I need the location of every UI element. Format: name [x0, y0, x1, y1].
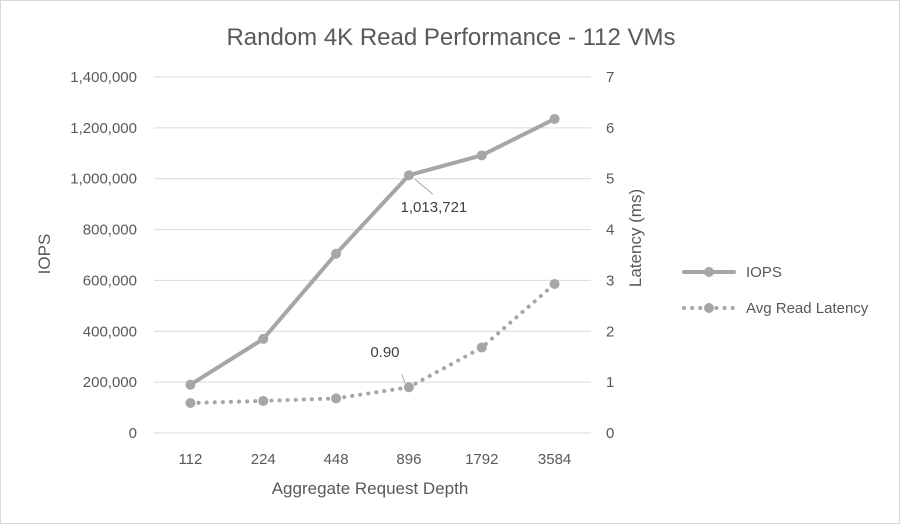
data-point — [403, 170, 414, 181]
y2-tick-label: 0 — [606, 425, 614, 442]
data-point — [331, 248, 342, 259]
y-tick-label: 400,000 — [83, 323, 137, 340]
x-axis-ticks: 112 224 448 896 1792 3584 — [178, 451, 571, 468]
y-tick-label: 1,400,000 — [70, 69, 137, 86]
x-tick-label: 112 — [178, 451, 202, 468]
data-label: 1,013,721 — [401, 199, 468, 216]
data-point — [331, 393, 342, 404]
x-tick-label: 896 — [396, 451, 421, 468]
series-line — [188, 116, 557, 387]
data-point — [476, 342, 487, 353]
y2-tick-label: 7 — [606, 69, 614, 86]
data-point — [258, 395, 269, 406]
y2-axis-title: Latency (ms) — [626, 189, 645, 287]
legend-swatch-marker — [704, 303, 714, 313]
right-axis-ticks: 0 1 2 3 4 5 6 7 — [606, 69, 614, 442]
gridlines — [154, 76, 591, 434]
data-label: 0.90 — [370, 344, 399, 361]
y-tick-label: 600,000 — [83, 272, 137, 289]
data-point — [476, 150, 487, 161]
series-iops — [185, 113, 560, 390]
y-axis-title: IOPS — [35, 234, 54, 275]
data-labels: 1,013,721 0.90 — [370, 178, 468, 384]
y-tick-label: 1,200,000 — [70, 120, 137, 137]
y2-tick-label: 1 — [606, 374, 614, 391]
left-axis-ticks: 0 200,000 400,000 600,000 800,000 1,000,000 1,… — [70, 69, 137, 442]
y-tick-label: 0 — [129, 425, 137, 442]
data-point — [549, 113, 560, 124]
data-point — [549, 278, 560, 289]
legend-label: IOPS — [746, 264, 782, 281]
x-tick-label: 224 — [251, 451, 276, 468]
y2-tick-label: 6 — [606, 120, 614, 137]
y-tick-label: 200,000 — [83, 374, 137, 391]
y-tick-label: 800,000 — [83, 222, 137, 239]
data-point — [185, 379, 196, 390]
leader-line — [414, 178, 434, 195]
data-point — [403, 382, 414, 393]
chart-title: Random 4K Read Performance - 112 VMs — [226, 24, 675, 51]
y2-tick-label: 3 — [606, 272, 614, 289]
x-tick-label: 448 — [324, 451, 349, 468]
legend-label: Avg Read Latency — [746, 300, 869, 317]
x-tick-label: 3584 — [538, 451, 571, 468]
y2-tick-label: 5 — [606, 171, 614, 188]
data-point — [258, 333, 269, 344]
series-avg-read-latency — [185, 278, 560, 408]
y2-tick-label: 2 — [606, 323, 614, 340]
data-point — [185, 397, 196, 408]
y-tick-label: 1,000,000 — [70, 171, 137, 188]
x-tick-label: 1792 — [465, 451, 498, 468]
leader-line — [401, 374, 406, 384]
y2-tick-label: 4 — [606, 222, 614, 239]
legend: IOPS Avg Read Latency — [682, 264, 869, 317]
series-layer — [185, 113, 560, 408]
x-axis-title: Aggregate Request Depth — [272, 479, 469, 498]
legend-swatch-marker — [704, 267, 714, 277]
